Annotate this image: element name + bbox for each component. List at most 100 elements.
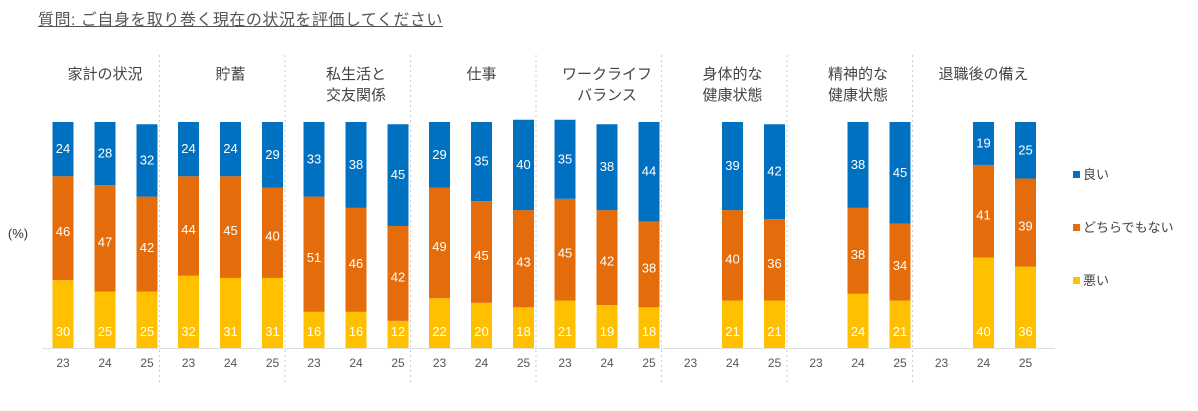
data-label-bad: 16	[307, 324, 321, 339]
bar-segment-bad	[345, 311, 367, 348]
data-label-neutral: 51	[307, 250, 321, 265]
x-tick-label: 23	[558, 356, 572, 370]
data-label-bad: 20	[474, 324, 488, 339]
data-label-good: 38	[600, 159, 614, 174]
data-label-bad: 25	[98, 324, 112, 339]
bar-segment-good	[764, 124, 785, 220]
x-tick-label: 25	[517, 356, 531, 370]
bar-segment-neutral	[178, 176, 199, 276]
data-label-good: 39	[725, 158, 739, 173]
x-tick-label: 23	[433, 356, 447, 370]
bar-segment-bad	[303, 311, 325, 348]
x-tick-label: 24	[98, 356, 112, 370]
bar-segment-bad	[178, 275, 199, 348]
bar-segment-good	[847, 122, 869, 208]
data-label-neutral: 42	[140, 240, 154, 255]
bar-segment-neutral	[471, 201, 492, 303]
bar-segment-good	[973, 122, 994, 165]
bar-segment-bad	[220, 277, 241, 348]
data-label-good: 33	[307, 151, 321, 166]
category-label: 身体的な	[702, 66, 762, 83]
x-tick-label: 25	[266, 356, 280, 370]
data-label-bad: 21	[767, 324, 781, 339]
bar-segment-neutral	[764, 219, 785, 301]
bar-segment-good	[471, 122, 492, 202]
bar-segment-bad	[471, 302, 492, 348]
data-label-bad: 22	[432, 324, 446, 339]
data-label-neutral: 45	[474, 248, 488, 263]
data-label-good: 35	[558, 151, 572, 166]
bar-segment-bad	[94, 291, 116, 348]
bar-segment-good	[345, 122, 367, 208]
bar-segment-neutral	[94, 185, 116, 292]
x-tick-label: 24	[600, 356, 614, 370]
bar-segment-neutral	[596, 210, 618, 306]
x-tick-label: 23	[935, 356, 949, 370]
data-label-bad: 18	[642, 324, 656, 339]
data-label-bad: 19	[600, 324, 614, 339]
data-label-bad: 30	[56, 324, 70, 339]
bar-segment-bad	[973, 257, 994, 348]
data-label-bad: 16	[349, 324, 363, 339]
bar-segment-good	[513, 119, 534, 211]
data-label-good: 35	[474, 154, 488, 169]
bar-segment-bad	[722, 300, 743, 348]
x-tick-label: 25	[893, 356, 907, 370]
bar-segment-bad	[889, 300, 911, 348]
data-label-neutral: 40	[265, 229, 279, 244]
bar-segment-neutral	[513, 210, 534, 308]
data-label-bad: 21	[558, 324, 572, 339]
legend-swatch-bad	[1073, 277, 1080, 284]
bar-segment-bad	[764, 300, 785, 348]
data-label-neutral: 39	[1018, 219, 1032, 234]
bar-segment-bad	[387, 320, 409, 348]
legend-swatch-neutral	[1073, 224, 1080, 231]
bar-segment-bad	[554, 300, 576, 348]
bar-segment-bad	[847, 293, 869, 348]
data-label-good: 25	[1018, 142, 1032, 157]
bar-segment-neutral	[136, 196, 158, 292]
bar-segment-bad	[429, 298, 450, 348]
data-label-bad: 25	[140, 324, 154, 339]
data-label-neutral: 43	[516, 255, 530, 270]
legend-swatch-good	[1073, 171, 1080, 178]
data-label-neutral: 47	[98, 234, 112, 249]
data-label-good: 24	[56, 141, 70, 156]
data-label-neutral: 38	[642, 260, 656, 275]
data-label-neutral: 46	[349, 256, 363, 271]
bar-segment-bad	[596, 305, 618, 348]
bar-segment-good	[554, 119, 576, 199]
bar-segment-good	[178, 122, 199, 177]
data-label-good: 45	[391, 167, 405, 182]
category-label: 仕事	[466, 66, 496, 83]
bar-segment-neutral	[429, 187, 450, 299]
bar-segment-good	[387, 124, 409, 226]
x-tick-label: 23	[307, 356, 321, 370]
bar-segment-neutral	[847, 207, 869, 294]
data-label-good: 38	[851, 157, 865, 172]
bar-segment-neutral	[722, 210, 743, 301]
x-tick-label: 24	[726, 356, 740, 370]
data-label-bad: 21	[725, 324, 739, 339]
data-label-bad: 32	[181, 324, 195, 339]
category-label: 私生活と	[326, 66, 386, 83]
bar-segment-neutral	[262, 187, 283, 278]
bar-segment-bad	[262, 277, 283, 348]
bar-segment-good	[889, 122, 911, 224]
data-label-neutral: 36	[767, 256, 781, 271]
bar-segment-bad	[513, 307, 534, 348]
data-label-bad: 31	[223, 324, 237, 339]
data-label-neutral: 41	[976, 207, 990, 222]
bar-segment-good	[722, 122, 743, 211]
data-label-neutral: 42	[391, 269, 405, 284]
data-label-good: 29	[265, 147, 279, 162]
bar-segment-neutral	[889, 223, 911, 301]
data-label-good: 44	[642, 164, 656, 179]
x-tick-label: 25	[391, 356, 405, 370]
data-label-neutral: 45	[558, 246, 572, 261]
x-tick-label: 23	[809, 356, 823, 370]
data-label-good: 19	[976, 135, 990, 150]
x-tick-label: 23	[182, 356, 196, 370]
